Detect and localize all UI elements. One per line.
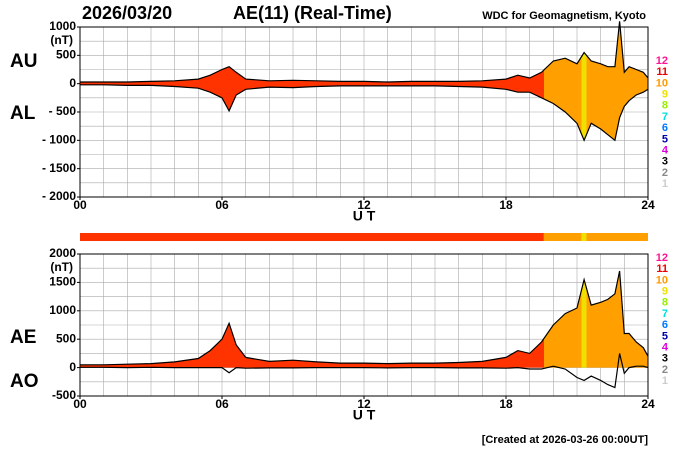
x-tick-label: 24 [641, 198, 655, 212]
y-tick-label: - 1500 [42, 161, 76, 175]
legend-label: 3 [662, 353, 668, 365]
station-band [543, 233, 582, 241]
legend-label: 8 [662, 100, 668, 112]
station-band [581, 233, 587, 241]
x-axis-label: U T [353, 208, 376, 224]
series-line [80, 21, 649, 83]
legend-label: 7 [662, 111, 668, 123]
series-line [80, 270, 649, 366]
x-tick-label: 06 [215, 397, 229, 411]
legend-label: 1 [662, 178, 668, 190]
legend-label: 5 [662, 330, 668, 342]
station-band [586, 233, 648, 241]
x-axis-label: U T [353, 407, 376, 423]
range-fill [80, 21, 648, 141]
legend-label: 12 [656, 252, 668, 264]
title: AE(11) (Real-Time) [233, 3, 392, 23]
legend-label: 10 [656, 77, 668, 89]
x-tick-label: 24 [641, 397, 655, 411]
x-tick-label: 12 [357, 198, 371, 212]
y-tick-label: 2000 [49, 246, 76, 260]
legend-label: 2 [662, 364, 668, 376]
legend-label: 6 [662, 122, 668, 134]
series-name: AU [10, 51, 37, 72]
date: 2026/03/20 [82, 3, 172, 23]
y-tick-label: 0 [69, 360, 76, 374]
y-tick-label: 1500 [49, 275, 76, 289]
legend-label: 5 [662, 133, 668, 145]
legend-label: 4 [662, 342, 669, 354]
legend-label: 4 [662, 145, 669, 157]
series-line [80, 353, 649, 389]
area-fill [80, 271, 648, 368]
y-tick-label: 500 [56, 331, 76, 345]
x-tick-label: 06 [215, 198, 229, 212]
legend-label: 2 [662, 167, 668, 179]
y-tick-label: 500 [56, 48, 76, 62]
x-tick-label: 00 [73, 397, 87, 411]
station-band [80, 233, 544, 241]
legend-label: 8 [662, 297, 668, 309]
legend-label: 7 [662, 308, 668, 320]
series-name: AL [10, 103, 36, 124]
series-name: AO [10, 371, 39, 392]
legend-label: 11 [656, 66, 668, 78]
series-line [80, 84, 649, 142]
created-note: [Created at 2026-03-26 00:00UT] [482, 434, 649, 446]
legend-label: 6 [662, 319, 668, 331]
x-tick-label: 18 [499, 198, 513, 212]
y-tick-label: 1000 [49, 303, 76, 317]
series-name: AE [10, 327, 36, 348]
x-tick-label: 12 [357, 397, 371, 411]
legend-label: 9 [662, 286, 668, 298]
legend-label: 10 [656, 274, 668, 286]
x-tick-label: 18 [499, 397, 513, 411]
y-tick-label: - 2000 [42, 189, 76, 203]
legend-label: 3 [662, 156, 668, 168]
y-tick-label: -500 [52, 388, 76, 402]
y-axis-unit: (nT) [50, 33, 73, 47]
legend-label: 12 [656, 55, 668, 67]
y-tick-label: - 1000 [42, 133, 76, 147]
y-axis-unit: (nT) [50, 260, 73, 274]
legend-label: 11 [656, 263, 668, 275]
y-tick-label: 1000 [49, 19, 76, 33]
y-tick-label: 0 [69, 76, 76, 90]
legend-label: 1 [662, 375, 668, 387]
x-tick-label: 00 [73, 198, 87, 212]
y-tick-label: - 500 [49, 104, 77, 118]
source: WDC for Geomagnetism, Kyoto [482, 10, 646, 22]
legend-label: 9 [662, 89, 668, 101]
